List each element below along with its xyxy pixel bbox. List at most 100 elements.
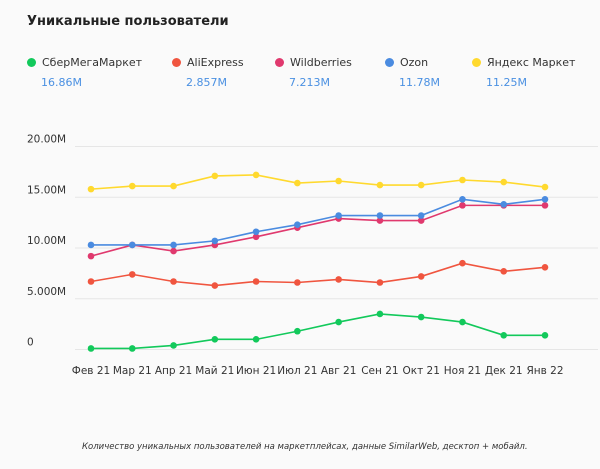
legend-value: 16.86M bbox=[41, 76, 82, 89]
data-point bbox=[128, 345, 136, 352]
x-tick-label: Сен 21 bbox=[361, 365, 398, 377]
series-line bbox=[91, 198, 546, 246]
data-point bbox=[252, 171, 260, 179]
data-point bbox=[376, 212, 384, 219]
data-point bbox=[87, 278, 95, 285]
data-point bbox=[170, 182, 177, 190]
data-point bbox=[87, 241, 95, 249]
legend-dot-icon bbox=[472, 58, 481, 67]
data-point bbox=[335, 276, 342, 283]
y-tick-label: 10.00M bbox=[27, 235, 66, 247]
legend-dot-icon bbox=[385, 58, 394, 67]
legend-dot-icon bbox=[172, 58, 181, 67]
legend-dot-icon bbox=[27, 58, 36, 67]
legend-value: 2.857M bbox=[186, 76, 227, 89]
x-tick-label: Авг 21 bbox=[321, 365, 357, 377]
data-point bbox=[500, 201, 508, 208]
x-tick-label: Июл 21 bbox=[277, 365, 317, 377]
data-point bbox=[211, 172, 219, 180]
data-point bbox=[211, 282, 219, 289]
data-point bbox=[252, 228, 260, 236]
x-tick-label: Янв 22 bbox=[526, 365, 563, 377]
data-point bbox=[500, 331, 508, 339]
legend-value: 11.78M bbox=[399, 76, 440, 89]
data-point bbox=[459, 176, 466, 184]
data-point bbox=[128, 241, 136, 249]
data-point bbox=[128, 271, 136, 278]
series-line bbox=[90, 174, 546, 190]
data-point bbox=[335, 318, 342, 326]
data-point bbox=[376, 217, 384, 224]
legend-value: 7.213M bbox=[289, 76, 330, 89]
x-tick-label: Май 21 bbox=[195, 365, 234, 377]
x-tick-label: Ноя 21 bbox=[444, 365, 481, 377]
legend-item[interactable]: Яндекс Маркет 11.25M bbox=[472, 56, 575, 89]
legend-item[interactable]: AliExpress 2.857M bbox=[172, 56, 244, 89]
legend-label: Ozon bbox=[400, 56, 429, 69]
legend-label: СберМегаМаркет bbox=[42, 56, 143, 69]
y-tick-label: 15.00M bbox=[27, 184, 66, 196]
data-point bbox=[170, 247, 177, 255]
data-point bbox=[211, 237, 219, 245]
data-point bbox=[170, 241, 177, 249]
series-line bbox=[90, 204, 545, 257]
data-point bbox=[417, 217, 425, 224]
data-point bbox=[417, 313, 425, 321]
y-tick-label: 20.00M bbox=[27, 134, 66, 146]
data-point bbox=[294, 327, 301, 335]
data-point bbox=[500, 178, 508, 186]
data-point bbox=[87, 185, 95, 193]
data-point bbox=[211, 336, 219, 343]
series-line bbox=[90, 262, 546, 287]
series-line bbox=[91, 313, 545, 350]
legend-label: Яндекс Маркет bbox=[487, 56, 576, 69]
chart-title: Уникальные пользователи bbox=[27, 14, 229, 29]
y-tick-label: 5.000M bbox=[27, 286, 66, 298]
data-point bbox=[376, 181, 384, 189]
data-point bbox=[294, 179, 301, 187]
x-tick-label: Окт 21 bbox=[402, 365, 439, 377]
y-tick-label: 0 bbox=[27, 337, 34, 349]
data-point bbox=[459, 259, 466, 267]
x-tick-label: Июн 21 bbox=[236, 365, 276, 377]
x-tick-label: Апр 21 bbox=[155, 365, 192, 377]
data-point bbox=[335, 212, 342, 219]
data-point bbox=[87, 345, 95, 352]
data-point bbox=[541, 195, 549, 203]
data-point bbox=[170, 278, 177, 285]
data-point bbox=[417, 273, 425, 280]
data-point bbox=[294, 221, 301, 228]
data-point bbox=[541, 331, 549, 339]
x-tick-label: Дек 21 bbox=[485, 365, 523, 377]
x-tick-label: Мар 21 bbox=[113, 365, 152, 377]
data-point bbox=[541, 202, 549, 209]
data-point bbox=[252, 278, 260, 285]
data-point bbox=[252, 233, 260, 241]
data-point bbox=[376, 310, 384, 318]
data-point bbox=[170, 342, 177, 349]
x-tick-label: Фев 21 bbox=[72, 365, 110, 377]
footnote: Количество уникальных пользователей на м… bbox=[82, 442, 528, 452]
data-point bbox=[541, 263, 549, 271]
legend-item[interactable]: Wildberries 7.213M bbox=[275, 56, 352, 89]
data-point bbox=[541, 183, 549, 191]
data-point bbox=[459, 202, 466, 209]
data-point bbox=[128, 182, 136, 190]
data-point bbox=[459, 318, 466, 326]
legend-value: 11.25M bbox=[486, 76, 527, 89]
legend-label: AliExpress bbox=[187, 56, 244, 69]
data-point bbox=[252, 336, 260, 343]
data-point bbox=[87, 252, 95, 260]
data-point bbox=[376, 279, 384, 286]
data-point bbox=[500, 268, 508, 275]
data-point bbox=[459, 195, 466, 203]
legend-item[interactable]: Ozon 11.78M bbox=[385, 56, 440, 89]
data-point bbox=[417, 181, 425, 189]
data-point bbox=[417, 212, 425, 219]
legend-item[interactable]: СберМегаМаркет 16.86M bbox=[27, 56, 142, 89]
data-point bbox=[335, 177, 342, 185]
legend-label: Wildberries bbox=[290, 56, 352, 69]
data-point bbox=[294, 279, 301, 286]
